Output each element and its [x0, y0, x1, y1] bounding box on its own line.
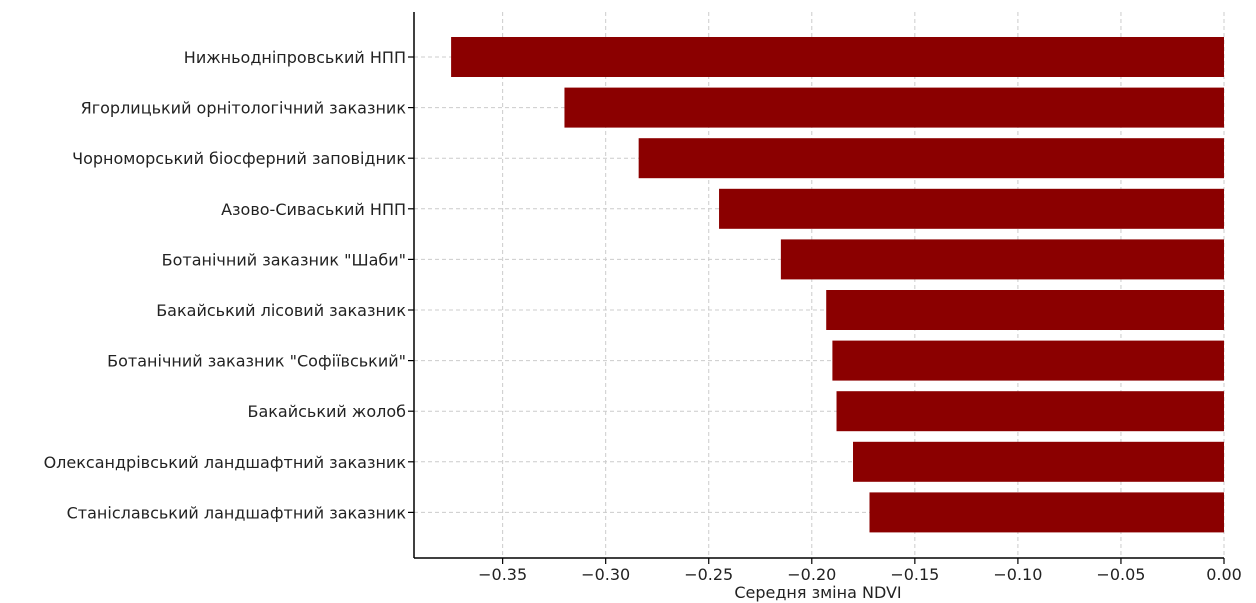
x-tick-label: −0.05 [1096, 565, 1145, 584]
x-tick-label: −0.25 [684, 565, 733, 584]
y-tick-label: Ботанічний заказник "Софіївський" [107, 352, 406, 371]
y-tick-label: Олександрівський ландшафтний заказник [44, 453, 407, 472]
bar [451, 37, 1224, 77]
x-tick-label: −0.15 [890, 565, 939, 584]
bars-layer [451, 37, 1224, 533]
labels-layer: −0.35 −0.30 −0.25 −0.20 −0.15 −0.10 −0.05 0.00 Н… [44, 48, 1242, 584]
bar [869, 492, 1224, 533]
bar [638, 138, 1224, 179]
y-tick-label: Ягорлицький орнітологічний заказник [81, 99, 407, 118]
x-tick-label: −0.35 [478, 565, 527, 584]
x-tick-label: −0.20 [787, 565, 836, 584]
y-tick-label: Ботанічний заказник "Шаби" [162, 250, 406, 269]
y-tick-label: Бакайський лісовий заказник [156, 301, 406, 320]
bar [719, 188, 1224, 229]
y-tick-label: Чорноморський біосферний заповідник [72, 149, 406, 168]
bar [832, 340, 1224, 381]
bar [564, 87, 1224, 128]
axes-layer [408, 12, 1225, 564]
x-tick-label: 0.00 [1206, 565, 1242, 584]
x-tick-label: −0.10 [993, 565, 1042, 584]
y-tick-label: Азово-Сиваський НПП [221, 200, 406, 219]
x-tick-label: −0.30 [581, 565, 630, 584]
bar [853, 441, 1224, 482]
y-tick-label: Нижньодніпровський НПП [184, 48, 406, 67]
bar [826, 290, 1224, 330]
bar [836, 391, 1224, 432]
x-axis-label: Середня зміна NDVI [734, 583, 901, 602]
y-tick-label: Бакайський жолоб [247, 402, 406, 421]
y-tick-label: Станіславський ландшафтний заказник [67, 503, 407, 522]
bar [780, 239, 1224, 280]
